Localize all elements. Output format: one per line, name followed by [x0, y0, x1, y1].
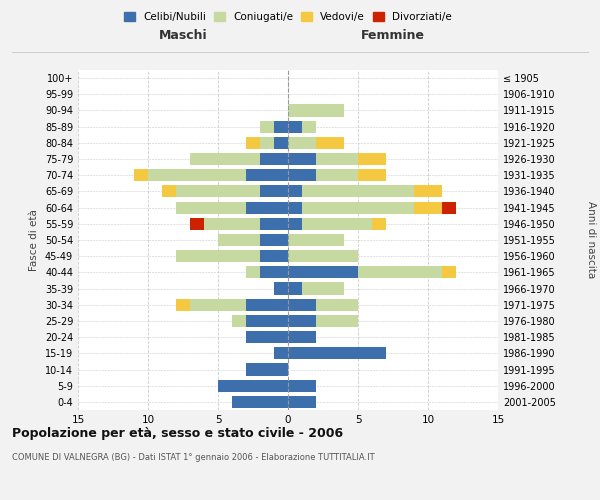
Bar — [288, 104, 344, 117]
Bar — [414, 186, 442, 198]
Bar — [134, 169, 148, 181]
Bar — [162, 186, 176, 198]
Bar — [246, 298, 288, 311]
Bar — [288, 250, 358, 262]
Bar — [218, 234, 260, 246]
Bar — [218, 380, 288, 392]
Bar — [246, 331, 288, 343]
Bar — [246, 169, 288, 181]
Bar — [246, 364, 288, 376]
Bar — [260, 137, 274, 149]
Text: COMUNE DI VALNEGRA (BG) - Dati ISTAT 1° gennaio 2006 - Elaborazione TUTTITALIA.I: COMUNE DI VALNEGRA (BG) - Dati ISTAT 1° … — [12, 452, 374, 462]
Bar — [442, 202, 456, 213]
Bar — [246, 315, 288, 327]
Bar — [148, 169, 246, 181]
Bar — [288, 186, 302, 198]
Bar — [176, 250, 260, 262]
Bar — [260, 250, 288, 262]
Bar — [302, 202, 414, 213]
Bar — [288, 218, 302, 230]
Bar — [246, 137, 260, 149]
Bar — [288, 266, 358, 278]
Bar — [260, 266, 288, 278]
Bar — [274, 120, 288, 132]
Bar — [442, 266, 456, 278]
Bar — [274, 348, 288, 360]
Bar — [302, 120, 316, 132]
Legend: Celibi/Nubili, Coniugati/e, Vedovi/e, Divorziati/e: Celibi/Nubili, Coniugati/e, Vedovi/e, Di… — [120, 8, 456, 26]
Bar — [302, 218, 372, 230]
Bar — [302, 282, 344, 294]
Bar — [288, 396, 316, 408]
Bar — [246, 266, 260, 278]
Bar — [316, 315, 358, 327]
Bar — [190, 298, 246, 311]
Bar — [204, 218, 260, 230]
Bar — [260, 186, 288, 198]
Bar — [358, 153, 386, 165]
Bar — [288, 298, 316, 311]
Bar — [358, 169, 386, 181]
Bar — [288, 137, 316, 149]
Bar — [288, 153, 316, 165]
Bar — [274, 282, 288, 294]
Bar — [260, 234, 288, 246]
Bar — [288, 380, 316, 392]
Bar — [316, 298, 358, 311]
Bar — [190, 218, 204, 230]
Bar — [316, 169, 358, 181]
Bar — [246, 202, 288, 213]
Y-axis label: Fasce di età: Fasce di età — [29, 209, 39, 271]
Bar — [288, 120, 302, 132]
Bar — [316, 153, 358, 165]
Bar — [302, 186, 414, 198]
Bar — [288, 331, 316, 343]
Bar — [176, 186, 260, 198]
Bar — [414, 202, 442, 213]
Bar — [316, 137, 344, 149]
Bar — [176, 298, 190, 311]
Text: Femmine: Femmine — [361, 30, 425, 43]
Bar — [232, 315, 246, 327]
Bar — [288, 234, 344, 246]
Bar — [232, 396, 288, 408]
Bar — [260, 120, 274, 132]
Bar — [260, 218, 288, 230]
Bar — [176, 202, 246, 213]
Bar — [260, 153, 288, 165]
Bar — [274, 137, 288, 149]
Bar — [288, 348, 386, 360]
Text: Anni di nascita: Anni di nascita — [586, 202, 596, 278]
Bar — [190, 153, 260, 165]
Bar — [288, 282, 302, 294]
Bar — [372, 218, 386, 230]
Text: Popolazione per età, sesso e stato civile - 2006: Popolazione per età, sesso e stato civil… — [12, 428, 343, 440]
Bar — [288, 202, 302, 213]
Bar — [288, 169, 316, 181]
Bar — [288, 315, 316, 327]
Text: Maschi: Maschi — [158, 30, 208, 43]
Bar — [358, 266, 442, 278]
